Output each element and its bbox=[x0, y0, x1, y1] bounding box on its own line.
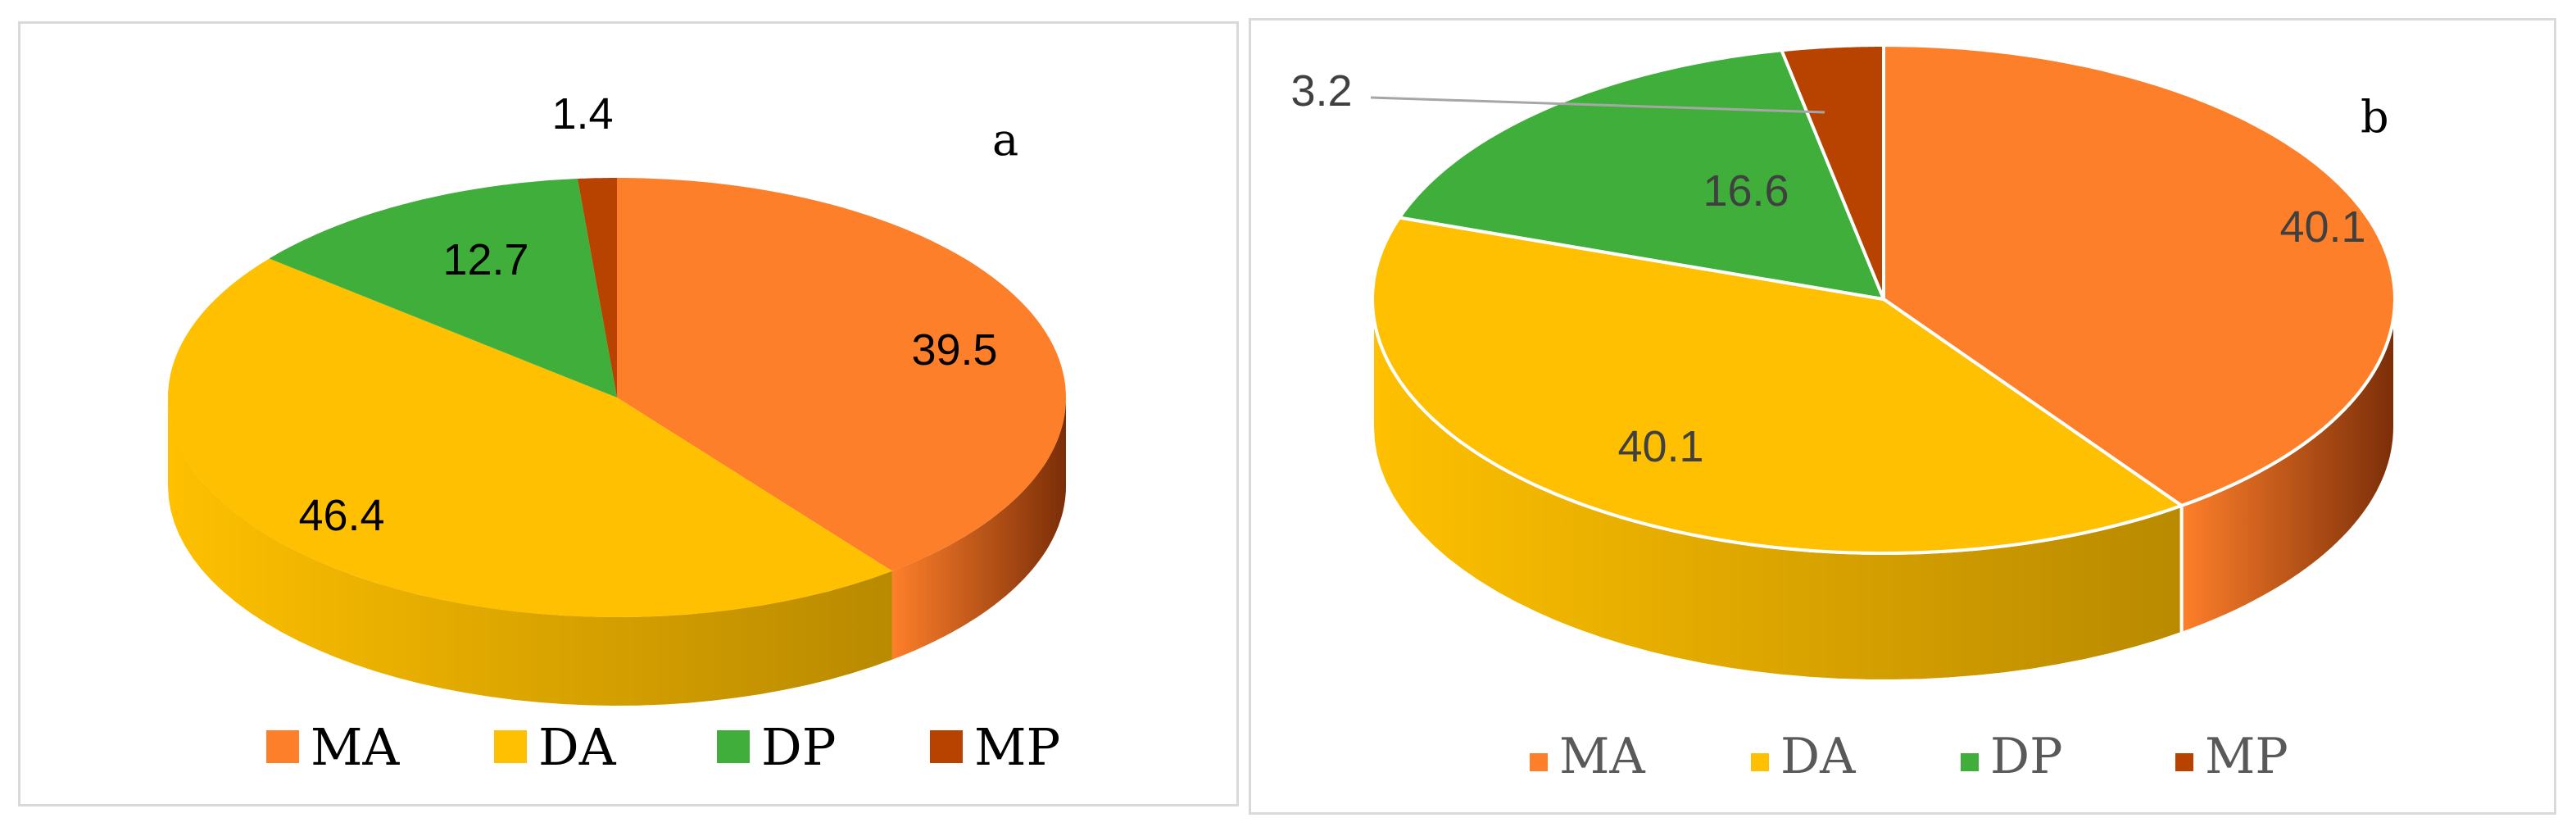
legend-b: MA DA DP MP bbox=[1530, 728, 2288, 785]
data-label-mp-a: 1.4 bbox=[551, 89, 613, 139]
pie-chart-b: 40.1 40.1 16.6 3.2 b MA DA DP MP bbox=[1249, 18, 2556, 815]
panel-label-b: b bbox=[2361, 91, 2389, 143]
panel-label-a: a bbox=[992, 114, 1018, 166]
legend-swatch-da-b bbox=[1751, 753, 1769, 771]
legend-label-ma-b: MA bbox=[1559, 728, 1645, 785]
pie-slice-mp-a bbox=[577, 178, 617, 398]
pie-chart-a-canvas: 39.5 46.4 12.7 1.4 a MA DA DP MP bbox=[168, 89, 1066, 777]
legend-swatch-dp-b bbox=[1961, 753, 1979, 771]
pie-slice-da-b bbox=[1371, 216, 2184, 555]
data-label-da-a: 46.4 bbox=[298, 491, 384, 540]
legend-swatch-ma-b bbox=[1530, 753, 1548, 771]
pie-slice-ma-a bbox=[617, 178, 1066, 571]
pie-slice-dp-a bbox=[269, 179, 617, 398]
legend-swatch-dp-a bbox=[717, 730, 750, 763]
data-label-da-b: 40.1 bbox=[1617, 422, 1703, 471]
legend-label-da-a: DA bbox=[538, 717, 617, 777]
pie-slice-da-a bbox=[168, 258, 892, 617]
pie-chart-b-canvas: 40.1 40.1 16.6 3.2 b MA DA DP MP bbox=[1290, 43, 2397, 785]
data-label-mp-b: 3.2 bbox=[1290, 66, 1352, 116]
legend-swatch-ma-a bbox=[266, 730, 299, 763]
legend-swatch-da-a bbox=[494, 730, 527, 763]
data-label-dp-b: 16.6 bbox=[1703, 166, 1789, 216]
legend-swatch-mp-b bbox=[2175, 753, 2193, 771]
legend-label-mp-b: MP bbox=[2205, 728, 2288, 785]
data-label-ma-a: 39.5 bbox=[911, 325, 997, 375]
pie-chart-a: 39.5 46.4 12.7 1.4 a MA DA DP MP bbox=[18, 21, 1239, 806]
pie-slice-dp-b bbox=[1398, 48, 1885, 301]
pie-side-da-a bbox=[168, 398, 892, 706]
pie-slice-ma-b bbox=[1882, 43, 2397, 507]
pie-slice-mp-b bbox=[1780, 43, 1885, 301]
pie-side-ma-a bbox=[891, 398, 1066, 660]
data-label-ma-b: 40.1 bbox=[2279, 202, 2365, 252]
data-label-dp-a: 12.7 bbox=[442, 235, 528, 284]
legend-a: MA DA DP MP bbox=[266, 717, 1060, 777]
legend-label-da-b: DA bbox=[1780, 728, 1856, 785]
leader-line-b bbox=[1370, 96, 1825, 114]
legend-label-dp-b: DP bbox=[1990, 728, 2062, 785]
legend-swatch-mp-a bbox=[930, 730, 963, 763]
legend-label-mp-a: MP bbox=[974, 717, 1060, 777]
legend-label-ma-a: MA bbox=[311, 717, 400, 777]
legend-label-dp-a: DP bbox=[761, 717, 836, 777]
